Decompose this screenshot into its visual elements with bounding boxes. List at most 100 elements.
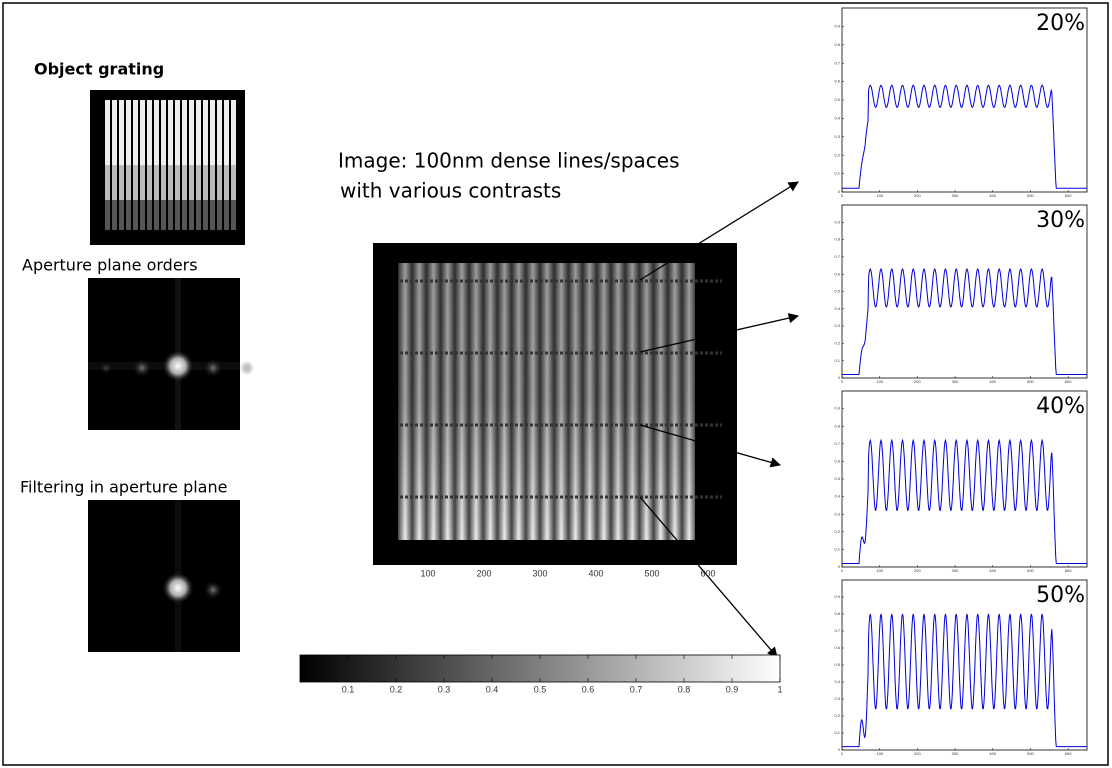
image-title: Image: 100nm dense lines/spaces xyxy=(338,149,680,173)
y-tick-label: 0.1 xyxy=(834,546,840,551)
colorbar-tick-label: 0.6 xyxy=(582,684,595,694)
x-tick-label: 300 xyxy=(952,379,959,384)
x-tick-label: 300 xyxy=(532,568,547,578)
y-tick-label: 0.7 xyxy=(834,441,840,446)
x-tick-label: 600 xyxy=(1065,568,1072,573)
x-tick-label: 100 xyxy=(876,751,883,756)
contrast-label: 20% xyxy=(1036,11,1085,36)
y-tick-label: 0.1 xyxy=(834,171,840,176)
y-tick-label: 0.6 xyxy=(834,458,840,463)
colorbar-tick-label: 0.7 xyxy=(630,684,643,694)
plot-box xyxy=(841,7,1088,193)
x-tick-label: 500 xyxy=(1027,568,1034,573)
grating-image xyxy=(90,90,245,245)
y-tick-label: 0 xyxy=(838,747,841,752)
arrows xyxy=(639,181,800,658)
colorbar-tick-label: 0.1 xyxy=(342,684,355,694)
colorbar-tick-label: 0.2 xyxy=(390,684,403,694)
profile-curve xyxy=(842,267,1087,375)
profile-plot: 0 0.1 0.2 0.3 0.4 0.5 0.6 0.7 0.8 0.9 0 100 200 300 40… xyxy=(834,204,1088,384)
x-tick-label: 200 xyxy=(914,568,921,573)
x-tick-label: 600 xyxy=(1065,193,1072,198)
profile-curve xyxy=(842,613,1087,748)
y-tick-label: 0.5 xyxy=(834,97,840,102)
y-tick-label: 0.2 xyxy=(834,340,840,345)
y-tick-label: 0.7 xyxy=(834,254,840,259)
profile-plot: 0 0.1 0.2 0.3 0.4 0.5 0.6 0.7 0.8 0.9 0 100 200 300 40… xyxy=(834,7,1088,198)
colorbar-tick-label: 1 xyxy=(777,684,782,694)
y-tick-label: 0.3 xyxy=(834,323,840,328)
x-tick-label: 400 xyxy=(989,193,996,198)
y-tick-label: 0.4 xyxy=(834,115,840,120)
profile-curve xyxy=(842,438,1087,564)
label: Object grating xyxy=(34,60,164,79)
y-tick-label: 0.6 xyxy=(834,645,840,650)
y-tick-label: 0.6 xyxy=(834,79,840,84)
x-tick-label: 100 xyxy=(876,379,883,384)
colorbar-tick-label: 0.4 xyxy=(486,684,499,694)
x-tick-label: 300 xyxy=(952,193,959,198)
x-tick-label: 0 xyxy=(841,568,844,573)
y-tick-label: 0.4 xyxy=(834,494,840,499)
plot-box xyxy=(841,204,1088,379)
y-tick-label: 0 xyxy=(838,375,841,380)
x-tick-label: 200 xyxy=(914,193,921,198)
y-tick-label: 0.8 xyxy=(834,237,840,242)
cut-lines xyxy=(400,279,722,499)
y-tick-label: 0.4 xyxy=(834,306,840,311)
contrast-label: 40% xyxy=(1036,394,1085,419)
y-tick-label: 0.9 xyxy=(834,219,840,224)
y-tick-label: 0.5 xyxy=(834,662,840,667)
x-tick-label: 500 xyxy=(644,568,659,578)
y-tick-label: 0.7 xyxy=(834,628,840,633)
y-tick-label: 0.8 xyxy=(834,42,840,47)
y-tick-label: 0.8 xyxy=(834,423,840,428)
y-tick-label: 0.1 xyxy=(834,730,840,735)
x-tick-label: 400 xyxy=(588,568,603,578)
y-tick-label: 0.3 xyxy=(834,696,840,701)
contrast-label: 30% xyxy=(1036,208,1085,233)
y-tick-label: 0.8 xyxy=(834,611,840,616)
y-tick-label: 0.5 xyxy=(834,289,840,294)
x-tick-label: 0 xyxy=(841,379,844,384)
plot-box xyxy=(841,390,1088,568)
x-tick-label: 200 xyxy=(914,379,921,384)
y-tick-label: 0.4 xyxy=(834,679,840,684)
y-tick-label: 0 xyxy=(838,189,841,194)
contrast-label: 50% xyxy=(1036,583,1085,608)
y-tick-label: 0.2 xyxy=(834,713,840,718)
y-tick-label: 0.9 xyxy=(834,23,840,28)
y-tick-label: 0.9 xyxy=(834,406,840,411)
y-tick-label: 0.1 xyxy=(834,358,840,363)
y-tick-label: 0.9 xyxy=(834,594,840,599)
y-tick-label: 0.6 xyxy=(834,271,840,276)
x-tick-label: 500 xyxy=(1027,379,1034,384)
y-tick-label: 0.3 xyxy=(834,511,840,516)
colorbar-tick-label: 0.3 xyxy=(438,684,451,694)
y-tick-label: 0.2 xyxy=(834,152,840,157)
x-tick-label: 200 xyxy=(476,568,491,578)
profile-curve xyxy=(842,84,1087,189)
y-tick-label: 0.3 xyxy=(834,134,840,139)
y-tick-label: 0.5 xyxy=(834,476,840,481)
x-tick-label: 100 xyxy=(420,568,435,578)
x-tick-label: 400 xyxy=(989,568,996,573)
x-tick-label: 0 xyxy=(841,193,844,198)
aerial-image xyxy=(373,243,737,565)
x-tick-label: 400 xyxy=(989,751,996,756)
aperture-image xyxy=(88,278,254,430)
x-tick-label: 0 xyxy=(841,751,844,756)
x-tick-label: 200 xyxy=(914,751,921,756)
x-tick-label: 100 xyxy=(876,193,883,198)
image-subtitle: with various contrasts xyxy=(340,179,561,203)
label: Aperture plane orders xyxy=(22,256,198,275)
profile-plot: 0 0.1 0.2 0.3 0.4 0.5 0.6 0.7 0.8 0.9 0 100 200 300 40… xyxy=(834,579,1088,756)
colorbar-tick-label: 0.5 xyxy=(534,684,547,694)
x-tick-label: 300 xyxy=(952,751,959,756)
x-tick-label: 500 xyxy=(1027,193,1034,198)
x-tick-label: 400 xyxy=(989,379,996,384)
x-tick-label: 600 xyxy=(1065,379,1072,384)
colorbar-tick-label: 0.9 xyxy=(726,684,739,694)
